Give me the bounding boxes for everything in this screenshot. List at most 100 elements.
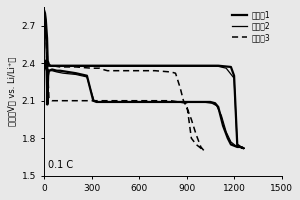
实施例2 (153, 101, 157, 103)
实施例3 (106, 100, 109, 102)
实施例1 (153, 65, 157, 67)
实施例3 (101, 68, 105, 71)
实施例3 (46, 62, 49, 64)
实施例3 (153, 100, 157, 102)
实施例3 (190, 137, 193, 139)
实施例2 (229, 141, 233, 143)
实施例3 (190, 118, 193, 121)
实施例3 (44, 31, 48, 33)
实施例3 (194, 143, 198, 146)
实施例3 (90, 100, 94, 102)
实施例2 (238, 146, 242, 148)
实施例2 (90, 65, 94, 68)
实施例2 (201, 101, 204, 103)
实施例2 (74, 73, 78, 76)
实施例2 (46, 67, 49, 69)
Line: 实施例2: 实施例2 (44, 16, 240, 147)
实施例2 (153, 65, 157, 68)
Line: 实施例3: 实施例3 (44, 13, 204, 151)
实施例3 (169, 71, 172, 73)
实施例3 (202, 150, 206, 152)
实施例1 (43, 66, 46, 68)
实施例2 (49, 65, 52, 68)
实施例3 (122, 70, 125, 72)
实施例3 (47, 97, 51, 99)
实施例1 (137, 101, 141, 103)
实施例3 (42, 65, 46, 67)
实施例2 (55, 71, 59, 73)
实施例2 (42, 68, 46, 71)
实施例2 (169, 101, 172, 103)
实施例2 (42, 14, 46, 17)
实施例2 (224, 67, 228, 69)
实施例2 (238, 146, 242, 148)
实施例3 (169, 100, 172, 102)
实施例3 (185, 102, 188, 104)
实施例2 (46, 65, 50, 67)
实施例3 (202, 150, 206, 152)
实施例3 (174, 72, 177, 74)
实施例3 (74, 100, 78, 102)
实施例2 (137, 101, 141, 103)
实施例3 (137, 100, 141, 102)
实施例2 (236, 145, 239, 147)
实施例1 (242, 147, 245, 149)
实施例2 (215, 105, 218, 107)
实施例2 (122, 101, 125, 103)
实施例2 (89, 90, 93, 92)
实施例3 (90, 67, 94, 69)
实施例2 (74, 65, 78, 68)
实施例2 (61, 72, 65, 74)
实施例3 (153, 70, 157, 72)
实施例1 (238, 146, 242, 148)
实施例2 (85, 76, 89, 78)
实施例3 (199, 146, 203, 148)
实施例2 (92, 100, 96, 102)
实施例2 (50, 70, 54, 72)
实施例3 (74, 66, 78, 68)
实施例2 (43, 19, 46, 22)
实施例3 (182, 100, 185, 102)
实施例2 (44, 31, 47, 33)
实施例1 (42, 68, 46, 71)
实施例3 (42, 12, 46, 14)
实施例2 (224, 131, 228, 133)
实施例2 (220, 115, 223, 117)
实施例3 (185, 106, 188, 108)
实施例2 (44, 66, 48, 68)
实施例3 (43, 65, 47, 67)
Line: 实施例1: 实施例1 (44, 11, 244, 148)
Legend: 实施例1, 实施例2, 实施例3: 实施例1, 实施例2, 实施例3 (229, 7, 273, 45)
实施例3 (58, 66, 62, 68)
实施例1 (229, 143, 233, 146)
实施例2 (122, 65, 125, 68)
实施例3 (98, 67, 101, 69)
实施例2 (232, 77, 236, 79)
Text: 0.1 C: 0.1 C (48, 160, 73, 170)
实施例3 (114, 70, 117, 72)
实施例1 (238, 146, 242, 148)
实施例3 (106, 70, 109, 72)
实施例2 (43, 67, 47, 69)
实施例3 (194, 133, 198, 136)
Y-axis label: 电压（V， vs. Li/Li⁺）: 电压（V， vs. Li/Li⁺） (7, 57, 16, 126)
实施例2 (52, 65, 56, 68)
实施例2 (45, 62, 48, 64)
实施例2 (96, 101, 100, 103)
实施例2 (210, 102, 214, 104)
实施例3 (43, 17, 47, 19)
实施例3 (178, 87, 182, 89)
实施例2 (217, 65, 220, 68)
实施例3 (137, 70, 141, 72)
实施例3 (58, 100, 62, 102)
实施例3 (46, 65, 49, 67)
实施例3 (50, 100, 54, 102)
实施例2 (47, 70, 51, 72)
实施例3 (199, 147, 203, 149)
实施例3 (50, 65, 54, 67)
实施例2 (185, 65, 188, 68)
实施例2 (234, 145, 238, 147)
实施例1 (42, 9, 46, 12)
实施例2 (58, 65, 62, 68)
实施例2 (185, 101, 188, 103)
